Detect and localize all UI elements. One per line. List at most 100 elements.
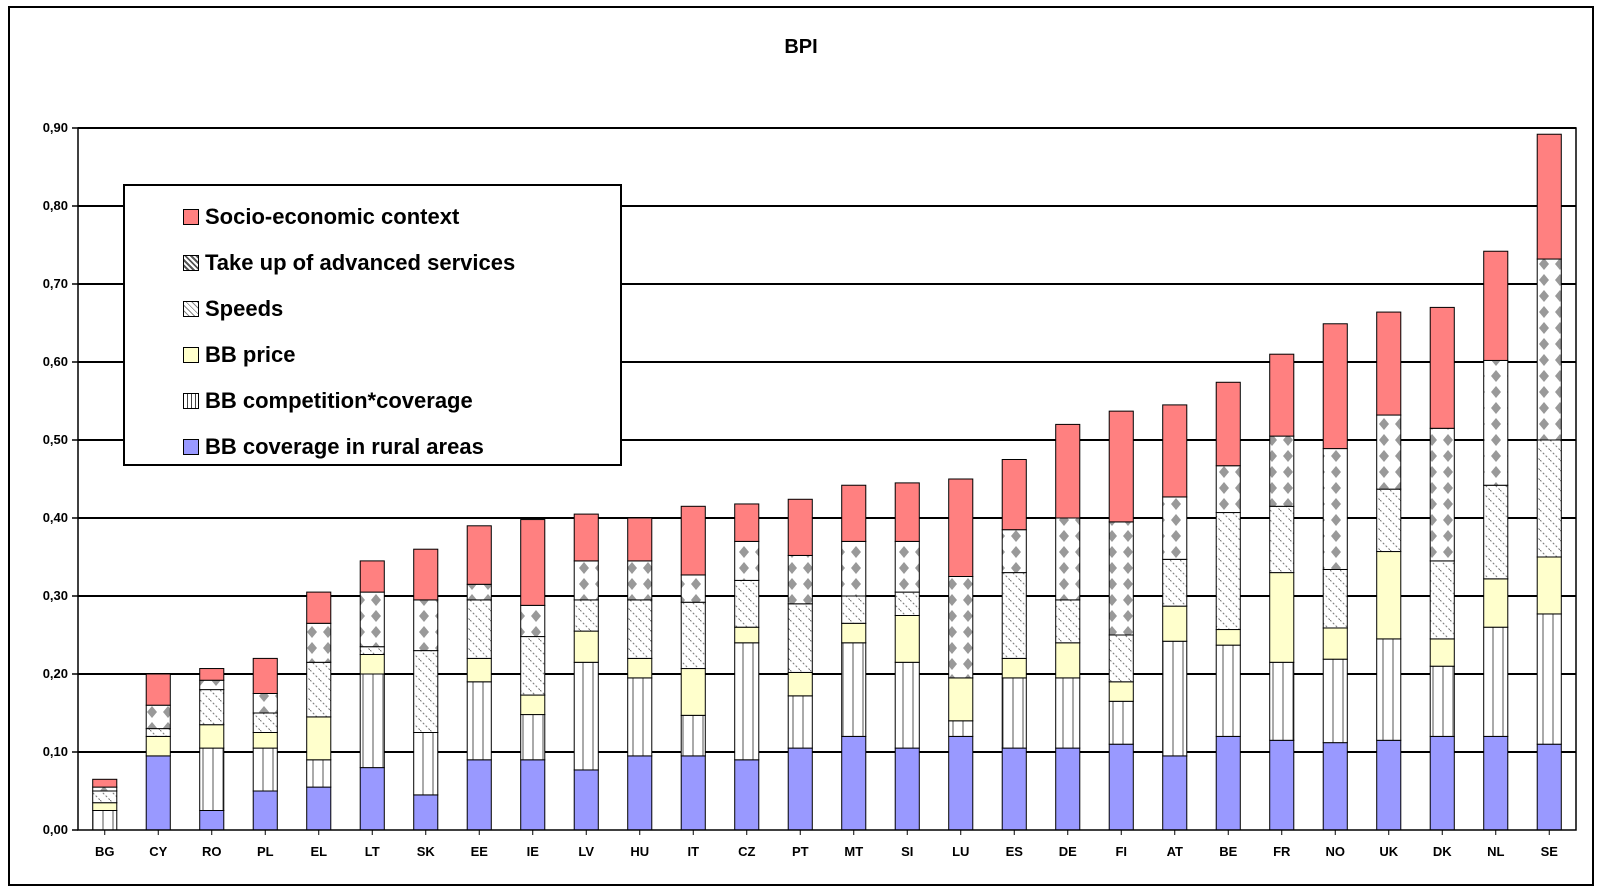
x-tick-label: DE (1059, 844, 1077, 859)
x-tick-label: LV (578, 844, 594, 859)
bar-segment (787, 671, 813, 697)
x-tick-label: MT (844, 844, 863, 859)
bar-segment (466, 599, 492, 659)
x-tick-label: LU (952, 844, 969, 859)
bar-segment (573, 769, 599, 831)
bar-segment (948, 720, 974, 737)
bar-segment (1536, 743, 1562, 831)
bar-segment (520, 714, 546, 761)
x-tick-label: HU (630, 844, 649, 859)
bar-segment (787, 498, 813, 556)
bar-segment (627, 517, 653, 562)
bar-segment (787, 603, 813, 673)
bar-segment (1001, 677, 1027, 749)
legend-swatch (183, 301, 199, 317)
bar-segment (734, 579, 760, 628)
bar-segment (1483, 735, 1509, 831)
bar-segment (1483, 359, 1509, 486)
bar-segment (145, 673, 171, 706)
bar-segment (1376, 311, 1402, 416)
y-tick-label: 0,00 (43, 822, 68, 837)
y-tick-label: 0,60 (43, 354, 68, 369)
x-tick-label: CZ (738, 844, 755, 859)
bar-segment (680, 755, 706, 831)
bar-segment (573, 513, 599, 562)
bar-segment (199, 724, 225, 749)
x-tick-label: RO (202, 844, 222, 859)
bar-segment (145, 755, 171, 831)
bar-segment (1001, 529, 1027, 574)
bar-segment (1162, 755, 1188, 831)
legend-item: BB coverage in rural areas (125, 424, 620, 470)
bar-segment (573, 560, 599, 601)
bar-segment (1055, 517, 1081, 601)
chart-frame (8, 6, 1594, 886)
x-tick-label: CY (149, 844, 167, 859)
bar-segment (841, 735, 867, 831)
bar-segment (1055, 423, 1081, 519)
bar-segment (1429, 306, 1455, 429)
bar-segment (948, 478, 974, 577)
bar-segment (520, 604, 546, 638)
bar-segment (948, 576, 974, 679)
bar-segment (948, 677, 974, 722)
bar-segment (573, 661, 599, 771)
x-tick-label: IE (527, 844, 540, 859)
bar-segment (359, 591, 385, 648)
bar-segment (1376, 739, 1402, 831)
bar-segment (1322, 323, 1348, 450)
bar-segment (1001, 747, 1027, 831)
bars (92, 133, 1562, 831)
bar-segment (1322, 658, 1348, 744)
x-tick-label: NO (1326, 844, 1346, 859)
bar-segment (306, 622, 332, 663)
bar-segment (466, 681, 492, 761)
legend-label: BB coverage in rural areas (205, 434, 484, 459)
bar-segment (680, 601, 706, 670)
bar-segment (1429, 735, 1455, 831)
y-tick-label: 0,50 (43, 432, 68, 447)
bar-segment (520, 694, 546, 716)
legend-label: Take up of advanced services (205, 250, 516, 275)
bar-segment (1055, 747, 1081, 831)
bar-segment (1322, 627, 1348, 660)
axes: 0,00 0,10 0,20 0,30 0,40 0,50 0,60 0,70 0,80 0,90… (43, 120, 1577, 859)
bar-segment (841, 622, 867, 644)
bar-segment (627, 657, 653, 679)
bar-segment (787, 554, 813, 605)
bar-segment (787, 747, 813, 831)
x-tick-label: PT (792, 844, 809, 859)
bar-segment (1215, 644, 1241, 737)
bar-segment (627, 599, 653, 659)
bar-segment (1108, 743, 1134, 831)
bar-segment (252, 747, 278, 792)
legend-label: Socio-economic context (205, 204, 460, 229)
x-tick-label: SK (417, 844, 436, 859)
bar-segment (145, 728, 171, 737)
y-tick-label: 0,70 (43, 276, 68, 291)
bar-segment (841, 540, 867, 597)
x-tick-label: SI (901, 844, 913, 859)
bar-segment (1001, 459, 1027, 531)
bar-segment (1162, 558, 1188, 607)
bar-segment (627, 560, 653, 601)
x-tick-label: NL (1487, 844, 1504, 859)
bar-segment (1483, 484, 1509, 580)
bar-segment (1483, 626, 1509, 737)
bar-segment (841, 484, 867, 542)
bar-segment (199, 668, 225, 681)
x-tick-label: IT (687, 844, 699, 859)
bar-segment (199, 810, 225, 831)
bar-segment (734, 540, 760, 581)
bar-segment (199, 689, 225, 726)
bar-segment (92, 810, 118, 831)
x-tick-label: FR (1273, 844, 1291, 859)
bar-segment (1055, 677, 1081, 749)
bar-segment (734, 759, 760, 831)
bar-segment (520, 759, 546, 831)
bar-segment (1536, 439, 1562, 558)
y-tick-label: 0,40 (43, 510, 68, 525)
bar-segment (252, 693, 278, 714)
legend-swatch (183, 255, 199, 271)
bar-segment (466, 525, 492, 585)
